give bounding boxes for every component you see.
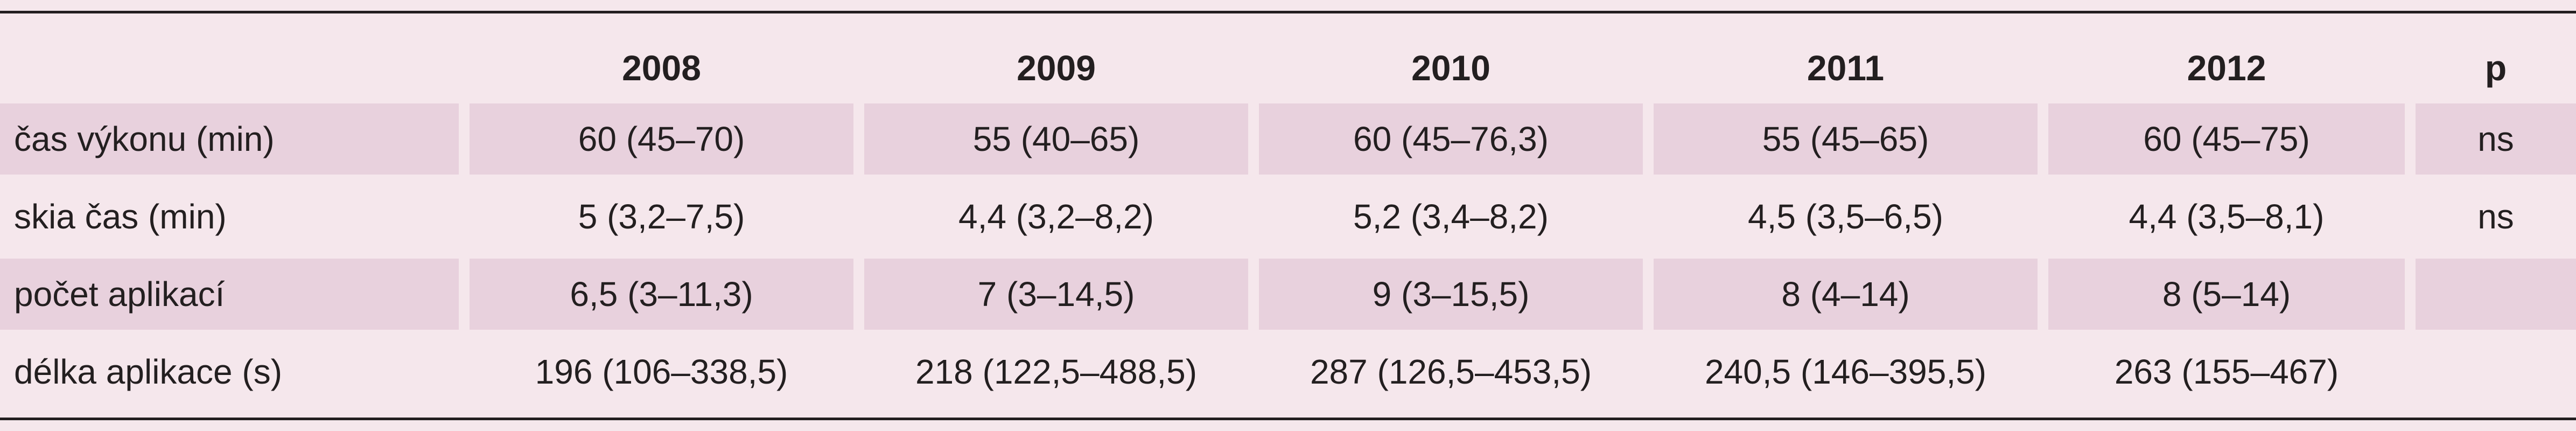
header-year-2008: 2008 bbox=[622, 48, 701, 88]
table-cell: 5,2 (3,4–8,2) bbox=[1353, 197, 1549, 236]
p-value-cell: ns bbox=[2477, 197, 2514, 236]
p-value-cell: ns bbox=[2416, 103, 2576, 175]
row-label: čas výkonu (min) bbox=[0, 103, 459, 175]
table-row: délka aplikace (s) 196 (106–338,5) 218 (… bbox=[0, 336, 2576, 407]
table-top-rule bbox=[0, 11, 2576, 13]
table-cell: 6,5 (3–11,3) bbox=[470, 259, 853, 330]
table-bottom-rule bbox=[0, 418, 2576, 420]
table-cell: 218 (122,5–488,5) bbox=[915, 352, 1198, 391]
row-label: délka aplikace (s) bbox=[14, 352, 282, 391]
table-cell: 196 (106–338,5) bbox=[535, 352, 788, 391]
header-p-value: p bbox=[2484, 48, 2507, 88]
table-cell: 60 (45–76,3) bbox=[1259, 103, 1643, 175]
table-row: počet aplikací 6,5 (3–11,3) 7 (3–14,5) 9… bbox=[0, 259, 2576, 330]
table-cell: 55 (40–65) bbox=[864, 103, 1248, 175]
header-year-2012: 2012 bbox=[2187, 48, 2266, 88]
table-row: čas výkonu (min) 60 (45–70) 55 (40–65) 6… bbox=[0, 103, 2576, 175]
table-cell: 55 (45–65) bbox=[1654, 103, 2038, 175]
row-label: skia čas (min) bbox=[14, 197, 227, 236]
table-cell: 8 (4–14) bbox=[1654, 259, 2038, 330]
table-header-row: 2008 2009 2010 2011 2012 p bbox=[0, 32, 2576, 103]
header-year-2011: 2011 bbox=[1807, 48, 1885, 88]
table-cell: 7 (3–14,5) bbox=[864, 259, 1248, 330]
row-label: počet aplikací bbox=[0, 259, 459, 330]
header-year-2010: 2010 bbox=[1411, 48, 1490, 88]
p-value-cell bbox=[2416, 336, 2576, 407]
table-cell: 8 (5–14) bbox=[2048, 259, 2405, 330]
header-year-2009: 2009 bbox=[1017, 48, 1096, 88]
table-cell: 4,4 (3,2–8,2) bbox=[958, 197, 1154, 236]
table-cell: 4,4 (3,5–8,1) bbox=[2129, 197, 2325, 236]
table-row: skia čas (min) 5 (3,2–7,5) 4,4 (3,2–8,2)… bbox=[0, 181, 2576, 252]
table-cell: 9 (3–15,5) bbox=[1259, 259, 1643, 330]
header-empty-cell bbox=[0, 32, 459, 103]
table-cell: 60 (45–70) bbox=[470, 103, 853, 175]
table-cell: 5 (3,2–7,5) bbox=[578, 197, 745, 236]
p-value-cell bbox=[2416, 259, 2576, 330]
table-cell: 263 (155–467) bbox=[2114, 352, 2339, 391]
table-cell: 240,5 (146–395,5) bbox=[1704, 352, 1987, 391]
table-cell: 60 (45–75) bbox=[2048, 103, 2405, 175]
table-cell: 4,5 (3,5–6,5) bbox=[1748, 197, 1943, 236]
table-cell: 287 (126,5–453,5) bbox=[1310, 352, 1592, 391]
